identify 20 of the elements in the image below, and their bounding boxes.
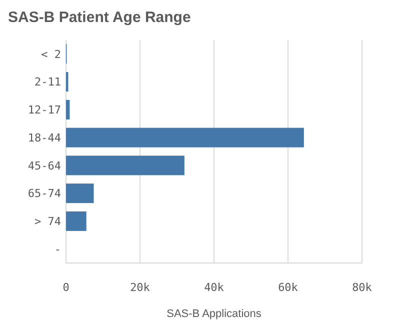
y-tick-label: 2-11 xyxy=(34,76,61,89)
bar xyxy=(66,128,304,148)
chart-title: SAS-B Patient Age Range xyxy=(8,9,191,26)
y-tick-label: > 74 xyxy=(34,215,62,228)
y-tick-label: 18-44 xyxy=(28,131,62,144)
bar xyxy=(66,156,184,176)
y-tick-label: 65-74 xyxy=(28,187,62,200)
bar xyxy=(66,184,94,204)
x-tick-label: 80k xyxy=(352,281,372,294)
x-tick-label: 60k xyxy=(278,281,298,294)
y-tick-label: 12-17 xyxy=(28,104,61,117)
y-tick-label: 45-64 xyxy=(28,159,62,172)
y-tick-label: < 2 xyxy=(41,48,61,61)
y-tick-label: - xyxy=(54,242,61,256)
bar xyxy=(66,100,70,120)
x-tick-label: 0 xyxy=(62,281,70,294)
x-tick-label: 20k xyxy=(130,281,150,294)
bar xyxy=(66,211,86,231)
x-tick-label: 40k xyxy=(204,281,224,294)
x-axis-title: SAS-B Applications xyxy=(166,308,262,320)
